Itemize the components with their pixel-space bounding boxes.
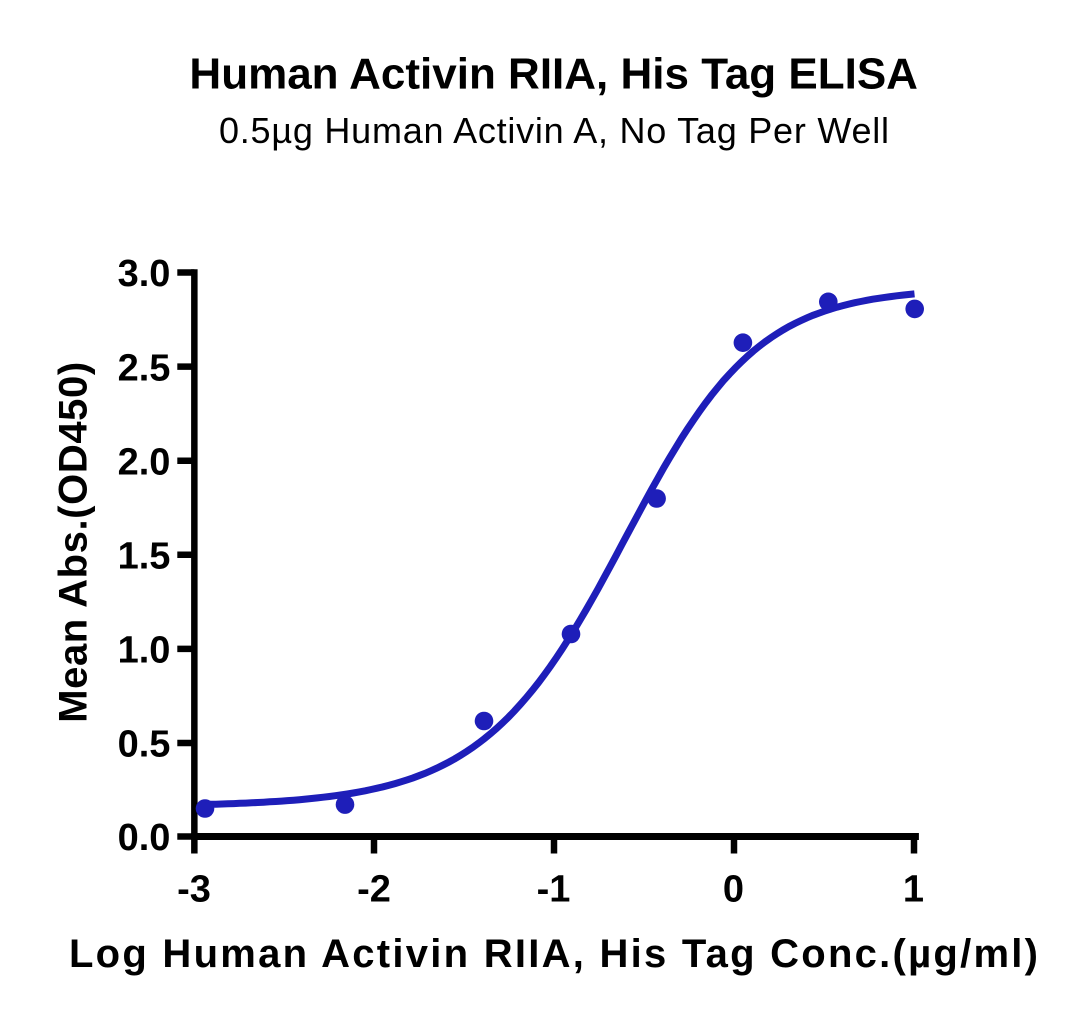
svg-text:2.5: 2.5 [118, 347, 171, 389]
svg-text:1: 1 [903, 868, 924, 910]
svg-text:1.0: 1.0 [118, 630, 171, 672]
svg-text:0: 0 [723, 868, 744, 910]
svg-text:0.0: 0.0 [118, 817, 171, 859]
svg-text:2.0: 2.0 [118, 441, 171, 483]
svg-text:Log Human Activin RIIA, His Ta: Log Human Activin RIIA, His Tag Conc.(µg… [69, 932, 1038, 976]
svg-text:-1: -1 [537, 868, 571, 910]
svg-text:3.0: 3.0 [118, 253, 171, 295]
svg-text:0.5µg Human Activin A, No Tag: 0.5µg Human Activin A, No Tag Per Well [219, 110, 889, 151]
svg-text:-3: -3 [177, 868, 211, 910]
svg-text:-2: -2 [357, 868, 391, 910]
svg-text:Mean Abs.(OD450): Mean Abs.(OD450) [52, 362, 96, 723]
svg-text:Human Activin RIIA, His Tag EL: Human Activin RIIA, His Tag ELISA [189, 50, 918, 99]
svg-text:1.5: 1.5 [118, 536, 171, 578]
svg-text:0.5: 0.5 [118, 724, 171, 766]
